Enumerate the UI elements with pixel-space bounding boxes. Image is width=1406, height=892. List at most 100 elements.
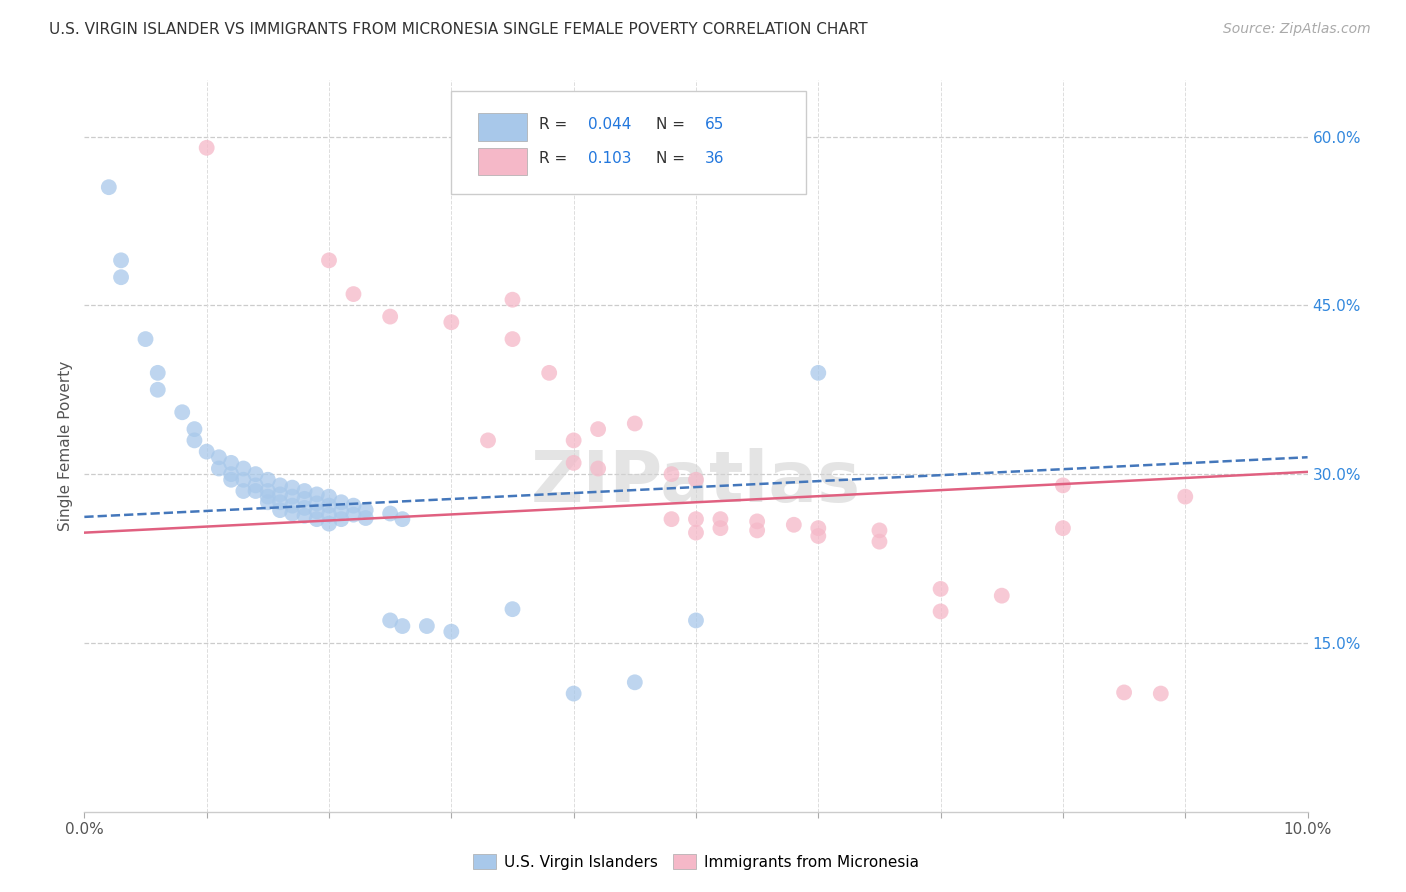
Point: [1114, 685, 1136, 699]
Point: [97, 180, 120, 194]
Text: 65: 65: [704, 117, 724, 132]
Text: R =: R =: [540, 117, 572, 132]
Point: [318, 499, 340, 513]
Point: [661, 512, 683, 526]
Point: [305, 504, 328, 518]
Point: [294, 508, 316, 523]
Point: [391, 512, 413, 526]
Point: [685, 525, 707, 540]
Point: [685, 473, 707, 487]
Point: [183, 422, 205, 436]
Text: ZIPatlas: ZIPatlas: [531, 448, 860, 517]
Point: [807, 366, 830, 380]
Point: [257, 490, 280, 504]
Point: [709, 512, 731, 526]
Point: [305, 512, 328, 526]
Point: [685, 614, 707, 628]
Point: [318, 508, 340, 522]
Point: [661, 467, 683, 482]
Point: [502, 293, 524, 307]
Point: [269, 503, 291, 517]
Point: [281, 490, 304, 504]
Point: [281, 481, 304, 495]
Point: [305, 487, 328, 501]
Point: [146, 383, 169, 397]
Point: [538, 366, 561, 380]
Point: [342, 287, 364, 301]
Point: [330, 495, 353, 509]
Point: [172, 405, 194, 419]
Text: Source: ZipAtlas.com: Source: ZipAtlas.com: [1223, 22, 1371, 37]
Point: [135, 332, 157, 346]
Point: [685, 512, 707, 526]
Point: [562, 434, 585, 448]
FancyBboxPatch shape: [451, 91, 806, 194]
Point: [232, 473, 254, 487]
Point: [245, 467, 267, 482]
Point: [354, 503, 377, 517]
Point: [208, 461, 231, 475]
Point: [294, 500, 316, 515]
Point: [232, 483, 254, 498]
Point: [195, 444, 218, 458]
Point: [709, 521, 731, 535]
Text: 36: 36: [704, 152, 724, 166]
Point: [502, 332, 524, 346]
Text: N =: N =: [655, 152, 689, 166]
Point: [342, 499, 364, 513]
Point: [245, 483, 267, 498]
Point: [380, 614, 402, 628]
Point: [562, 456, 585, 470]
Point: [783, 517, 806, 532]
Point: [294, 483, 316, 498]
Point: [294, 491, 316, 506]
Point: [269, 487, 291, 501]
Point: [318, 253, 340, 268]
Point: [624, 417, 647, 431]
Point: [1052, 478, 1074, 492]
Point: [869, 524, 891, 538]
Point: [1174, 490, 1197, 504]
Point: [269, 495, 291, 509]
Point: [208, 450, 231, 465]
Point: [991, 589, 1014, 603]
Point: [380, 310, 402, 324]
Point: [330, 512, 353, 526]
Point: [416, 619, 439, 633]
Point: [183, 434, 205, 448]
Point: [219, 467, 242, 482]
Point: [318, 490, 340, 504]
Text: 0.103: 0.103: [588, 152, 631, 166]
Point: [110, 270, 132, 285]
Point: [440, 315, 463, 329]
Point: [269, 478, 291, 492]
Point: [747, 515, 769, 529]
Point: [330, 504, 353, 518]
Point: [562, 687, 585, 701]
Point: [281, 507, 304, 521]
Point: [747, 524, 769, 538]
Point: [219, 456, 242, 470]
Point: [807, 521, 830, 535]
Y-axis label: Single Female Poverty: Single Female Poverty: [58, 361, 73, 531]
Text: 0.044: 0.044: [588, 117, 631, 132]
Point: [869, 534, 891, 549]
Legend: U.S. Virgin Islanders, Immigrants from Micronesia: U.S. Virgin Islanders, Immigrants from M…: [465, 846, 927, 877]
Point: [146, 366, 169, 380]
Point: [110, 253, 132, 268]
Point: [380, 507, 402, 521]
Point: [586, 422, 609, 436]
Point: [305, 496, 328, 510]
Point: [440, 624, 463, 639]
FancyBboxPatch shape: [478, 113, 527, 141]
Point: [232, 461, 254, 475]
Point: [245, 478, 267, 492]
Point: [354, 511, 377, 525]
Point: [807, 529, 830, 543]
Text: R =: R =: [540, 152, 572, 166]
Point: [318, 516, 340, 531]
Point: [586, 461, 609, 475]
Point: [477, 434, 499, 448]
Point: [502, 602, 524, 616]
Text: U.S. VIRGIN ISLANDER VS IMMIGRANTS FROM MICRONESIA SINGLE FEMALE POVERTY CORRELA: U.S. VIRGIN ISLANDER VS IMMIGRANTS FROM …: [49, 22, 868, 37]
